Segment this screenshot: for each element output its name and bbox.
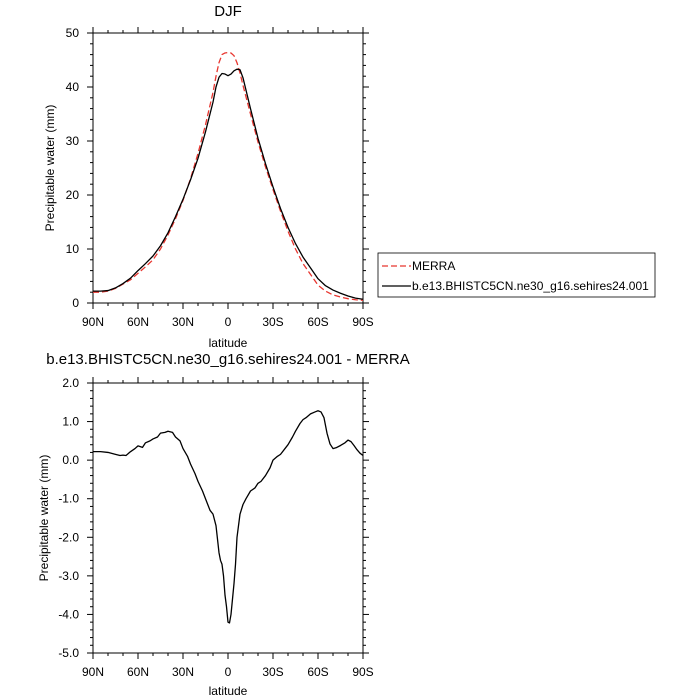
bottom-panel: b.e13.BHISTC5CN.ne30_g16.sehires24.001 -… <box>37 351 410 698</box>
bottom-x-tick-label: 30N <box>172 665 194 679</box>
top-x-axis-label: latitude <box>209 336 248 350</box>
legend: MERRA b.e13.BHISTC5CN.ne30_g16.sehires24… <box>377 252 656 298</box>
top-y-axis-label: Precipitable water (mm) <box>43 105 57 232</box>
top-x-tick-label: 30S <box>262 315 283 329</box>
bottom-x-tick-label: 30S <box>262 665 283 679</box>
bottom-y-tick-label: 1.0 <box>62 415 79 429</box>
bottom-x-tick-label: 60S <box>307 665 328 679</box>
bottom-y-tick-label: 0.0 <box>62 453 79 467</box>
top-chart-title: DJF <box>214 3 242 20</box>
top-y-tick-label: 20 <box>66 188 80 202</box>
bottom-y-tick-labels: -5.0 -4.0 -3.0 -2.0 -1.0 0.0 1.0 2.0 <box>58 376 79 660</box>
bottom-chart-title: b.e13.BHISTC5CN.ne30_g16.sehires24.001 -… <box>46 351 410 368</box>
bottom-y-tick-label: -3.0 <box>58 569 79 583</box>
bottom-x-tick-labels: 90N 60N 30N 0 30S 60S 90S <box>82 665 374 679</box>
top-axis-ticks <box>87 27 369 309</box>
bottom-y-tick-label: -2.0 <box>58 530 79 544</box>
top-plot-frame <box>92 32 364 304</box>
bottom-series-line-difference <box>93 410 364 624</box>
top-x-tick-label: 90N <box>82 315 104 329</box>
top-x-tick-label: 0 <box>225 315 232 329</box>
top-y-tick-label: 30 <box>66 134 80 148</box>
bottom-y-tick-label: -4.0 <box>58 607 79 621</box>
top-y-tick-label: 40 <box>66 80 80 94</box>
bottom-series-lines <box>93 410 364 624</box>
bottom-y-tick-label: 2.0 <box>62 376 79 390</box>
bottom-y-tick-label: -1.0 <box>58 492 79 506</box>
top-x-tick-labels: 90N 60N 30N 0 30S 60S 90S <box>82 315 374 329</box>
legend-box <box>377 252 656 298</box>
top-panel: DJF 90N 60N 30N 0 30S 60S 90S 0 10 20 30 40 50 lati… <box>43 3 374 350</box>
top-x-tick-label: 60S <box>307 315 328 329</box>
top-y-tick-label: 50 <box>66 26 80 40</box>
legend-label-model: b.e13.BHISTC5CN.ne30_g16.sehires24.001 <box>412 279 649 293</box>
top-y-tick-label: 10 <box>66 242 80 256</box>
top-series-line-merra <box>93 51 364 301</box>
legend-label-merra: MERRA <box>412 259 455 273</box>
bottom-axis-ticks <box>87 377 369 659</box>
bottom-y-tick-label: -5.0 <box>58 646 79 660</box>
bottom-x-axis-label: latitude <box>209 684 248 698</box>
top-series-lines <box>93 51 364 301</box>
top-y-tick-labels: 0 10 20 30 40 50 <box>66 26 80 310</box>
top-x-tick-label: 90S <box>352 315 373 329</box>
top-y-tick-label: 0 <box>72 296 79 310</box>
bottom-plot-frame <box>92 382 364 654</box>
bottom-x-tick-label: 90S <box>352 665 373 679</box>
bottom-y-axis-label: Precipitable water (mm) <box>37 455 51 582</box>
top-x-tick-label: 30N <box>172 315 194 329</box>
bottom-x-tick-label: 90N <box>82 665 104 679</box>
bottom-x-tick-label: 60N <box>127 665 149 679</box>
top-series-line-model <box>93 68 364 300</box>
bottom-x-tick-label: 0 <box>225 665 232 679</box>
top-x-tick-label: 60N <box>127 315 149 329</box>
